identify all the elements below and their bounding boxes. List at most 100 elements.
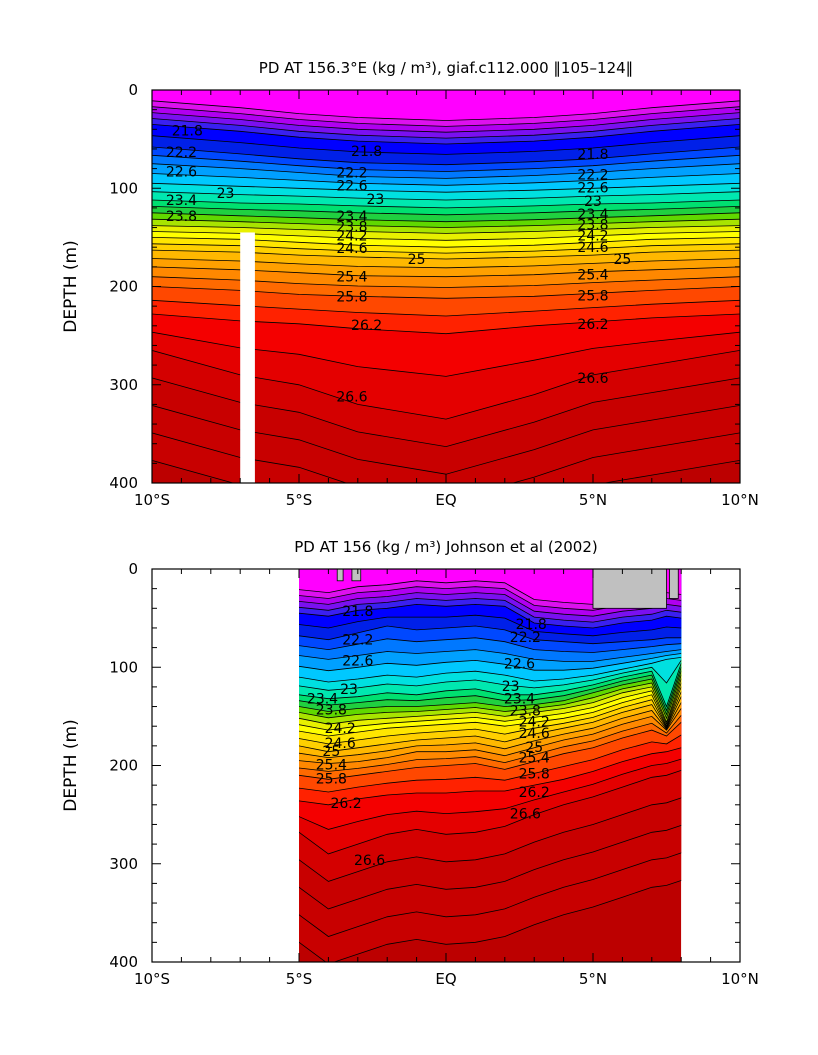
land-patch <box>592 568 667 609</box>
x-tick-label: EQ <box>435 491 456 509</box>
isopycnal-line <box>299 653 682 672</box>
density-field <box>152 90 740 483</box>
contour-label: 25.4 <box>336 270 367 286</box>
contour-label: 22.2 <box>577 167 608 183</box>
contour-label: 23.4 <box>504 692 535 708</box>
isopycnal-line <box>299 682 682 731</box>
isopycnal-line <box>152 191 740 201</box>
isopycnal-line <box>152 286 740 299</box>
x-tick-label: EQ <box>435 970 456 988</box>
contour-label: 25 <box>525 740 543 756</box>
contour-label: 22.6 <box>336 178 367 194</box>
contour-label: 23.8 <box>316 702 347 718</box>
isopycnal-line <box>299 770 682 855</box>
isopycnal-line <box>152 212 740 223</box>
isopycnal-line <box>299 666 682 712</box>
isopycnal-line <box>152 237 740 248</box>
contour-label: 25.8 <box>519 766 550 782</box>
isopycnal-line <box>152 276 740 288</box>
contour-label: 26.6 <box>577 371 608 387</box>
contour-label: 23.8 <box>166 209 197 225</box>
contour-label: 21.8 <box>516 617 547 633</box>
isopycnal-line <box>152 118 740 139</box>
contour-label: 23 <box>367 192 385 208</box>
contour-label: 22.6 <box>577 180 608 196</box>
contour-label: 25 <box>322 744 340 760</box>
isopycnal-line <box>152 231 740 241</box>
contour-label: 23.4 <box>577 207 608 223</box>
y-tick-label: 200 <box>109 278 138 296</box>
isopycnal-line <box>152 249 740 260</box>
isopycnal-line <box>299 758 682 830</box>
y-tick-label: 400 <box>109 953 138 971</box>
isopycnal-line <box>152 182 740 193</box>
isopycnal-line <box>299 702 682 759</box>
isopycnal-line <box>152 135 740 155</box>
y-tick-label: 200 <box>109 757 138 775</box>
isopycnal-line <box>152 377 740 448</box>
land-patch <box>669 568 679 599</box>
contour-label: 25.8 <box>336 289 367 305</box>
contour-label: 24.2 <box>325 721 356 737</box>
x-tick-label: 5°S <box>286 491 313 509</box>
x-tick-label: 5°N <box>579 491 607 509</box>
contour-label: 25.4 <box>577 268 608 284</box>
isopycnal-line <box>152 225 740 234</box>
isopycnal-line <box>299 734 682 793</box>
contour-label: 26.6 <box>510 807 541 823</box>
isopycnal-line <box>299 721 682 780</box>
land-patch <box>336 568 344 582</box>
contour-label: 25.8 <box>316 771 347 787</box>
contour-label: 23.8 <box>577 218 608 234</box>
y-tick-label: 100 <box>109 179 138 197</box>
isopycnal-line <box>152 154 740 172</box>
density-band <box>299 569 682 605</box>
contour-label: 26.2 <box>577 317 608 333</box>
contour-label: 26.6 <box>354 853 385 869</box>
contour-label: 22.2 <box>166 145 197 161</box>
contour-label: 21.8 <box>351 144 382 160</box>
x-tick-label: 10°N <box>721 970 759 988</box>
contour-label: 21.8 <box>172 123 203 139</box>
isopycnal-line <box>299 691 682 745</box>
isopycnal-line <box>152 299 740 317</box>
contour-label: 23 <box>584 194 602 210</box>
isopycnal-line <box>299 825 682 910</box>
y-tick-label: 300 <box>109 376 138 394</box>
isopycnal-line <box>299 797 682 882</box>
contour-label: 25.4 <box>519 751 550 767</box>
isopycnal-line <box>152 258 740 269</box>
isopycnal-line <box>299 598 682 623</box>
contour-label: 21.8 <box>577 147 608 163</box>
contour-label: 23.4 <box>336 209 367 225</box>
isopycnal-line <box>299 657 682 683</box>
isopycnal-line <box>152 266 740 278</box>
contour-label: 24.6 <box>519 726 550 742</box>
y-tick-label: 300 <box>109 855 138 873</box>
contour-label: 22.2 <box>342 633 373 649</box>
contour-label: 23.8 <box>336 220 367 236</box>
x-tick-label: 10°N <box>721 491 759 509</box>
contour-label: 21.8 <box>342 604 373 620</box>
contour-label: 22.6 <box>166 165 197 181</box>
contour-label: 24.2 <box>577 228 608 244</box>
isopycnal-line <box>152 100 740 121</box>
isopycnal-line <box>152 106 740 127</box>
contour-label: 24.2 <box>519 714 550 730</box>
isopycnal-line <box>299 686 682 737</box>
isopycnal-line <box>152 331 740 377</box>
contour-label: 22.2 <box>510 630 541 646</box>
contour-label: 26.2 <box>351 318 382 334</box>
contour-label: 23.8 <box>510 703 541 719</box>
chart-title: PD AT 156.3°E (kg / m³), giaf.c112.000 ‖… <box>259 59 633 77</box>
y-tick-label: 400 <box>109 474 138 492</box>
masked-column <box>240 232 255 483</box>
contour-label: 26.2 <box>519 785 550 801</box>
isopycnal-line <box>299 747 682 806</box>
isopycnal-line <box>152 199 740 209</box>
isopycnal-line <box>152 313 740 335</box>
isopycnal-line <box>299 696 682 753</box>
